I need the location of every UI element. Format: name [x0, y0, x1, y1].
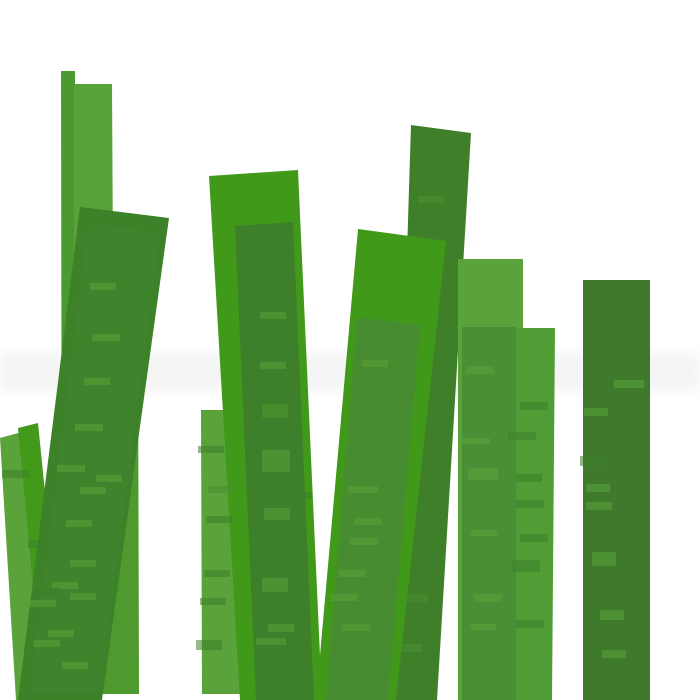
blade-right-narrow	[512, 328, 555, 700]
blade-right-center-inner	[326, 317, 420, 700]
blade-right-inner	[462, 327, 516, 700]
blade-front-left-inner	[30, 224, 160, 692]
blade-texture-marks	[2, 196, 644, 669]
